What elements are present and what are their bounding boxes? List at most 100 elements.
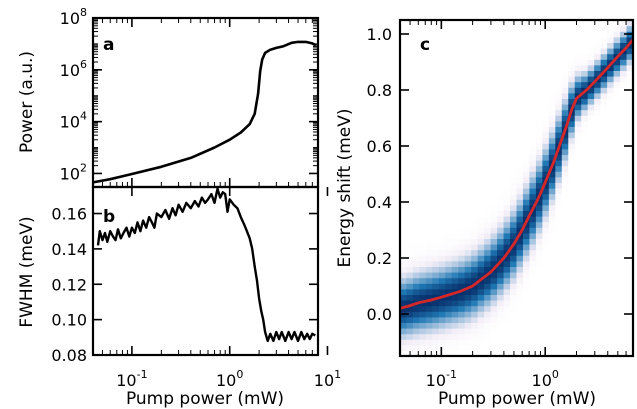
heatmap-cell — [535, 104, 543, 111]
heatmap-cell — [432, 344, 440, 351]
heatmap-cell — [600, 92, 608, 99]
heatmap-cell — [425, 216, 433, 223]
heatmap-cell — [412, 232, 421, 239]
heatmap-cell — [477, 311, 485, 318]
heatmap-cell — [412, 294, 421, 301]
heatmap-cell — [464, 339, 472, 346]
heatmap-cell — [445, 42, 453, 49]
panel-b-ytick-label: 0.08 — [51, 346, 87, 365]
heatmap-cell — [516, 210, 524, 217]
heatmap-cell — [542, 210, 550, 217]
heatmap-cell — [503, 120, 511, 127]
heatmap-cell — [400, 20, 408, 27]
heatmap-cell — [607, 350, 615, 356]
heatmap-cell — [542, 120, 550, 127]
heatmap-cell — [626, 339, 633, 346]
heatmap-cell — [613, 300, 621, 307]
heatmap-cell — [542, 277, 550, 284]
heatmap-cell — [464, 59, 472, 66]
heatmap-cell — [432, 300, 440, 307]
heatmap-cell — [568, 48, 576, 55]
heatmap-cell — [542, 311, 550, 318]
heatmap-cell — [522, 182, 531, 189]
heatmap-cell — [535, 70, 543, 77]
heatmap-cell — [510, 244, 518, 251]
heatmap-cell — [400, 160, 408, 167]
heatmap-cell — [490, 260, 498, 267]
heatmap-cell — [574, 70, 582, 77]
heatmap-cell — [484, 322, 492, 329]
heatmap-cell — [607, 316, 615, 323]
heatmap-cell — [600, 199, 608, 206]
heatmap-cell — [594, 277, 602, 284]
heatmap-cell — [535, 148, 543, 155]
heatmap-cell — [477, 92, 485, 99]
heatmap-cell — [471, 137, 479, 144]
heatmap-cell — [542, 221, 550, 228]
heatmap-cell — [458, 300, 466, 307]
heatmap-cell — [600, 283, 608, 290]
heatmap-cell — [438, 288, 446, 295]
heatmap-cell — [626, 120, 633, 127]
heatmap-cell — [516, 188, 524, 195]
heatmap-cell — [542, 316, 550, 323]
heatmap-cell — [412, 227, 421, 234]
heatmap-cell — [620, 115, 628, 122]
heatmap-cell — [555, 193, 563, 200]
heatmap-cell — [464, 81, 472, 88]
heatmap-cell — [535, 98, 543, 105]
heatmap-cell — [587, 154, 595, 161]
heatmap-cell — [574, 132, 582, 139]
heatmap-cell — [425, 249, 433, 256]
heatmap-cell — [607, 288, 615, 295]
heatmap-cell — [464, 311, 472, 318]
heatmap-cell — [458, 109, 466, 116]
heatmap-cell — [587, 294, 595, 301]
heatmap-cell — [477, 260, 485, 267]
heatmap-cell — [535, 20, 543, 27]
heatmap-cell — [568, 64, 576, 71]
heatmap-cell — [594, 272, 602, 279]
heatmap-cell — [406, 81, 414, 88]
heatmap-cell — [600, 249, 608, 256]
heatmap-cell — [464, 283, 472, 290]
heatmap-cell — [542, 92, 550, 99]
heatmap-cell — [535, 260, 543, 267]
heatmap-cell — [510, 300, 518, 307]
heatmap-cell — [594, 238, 602, 245]
heatmap-cell — [581, 76, 589, 83]
heatmap-cell — [490, 350, 498, 356]
heatmap-cell — [503, 216, 511, 223]
heatmap-cell — [600, 64, 608, 71]
heatmap-cell — [412, 255, 421, 262]
heatmap-cell — [561, 216, 569, 223]
heatmap-cell — [542, 182, 550, 189]
heatmap-cell — [400, 25, 408, 32]
heatmap-cell — [484, 31, 492, 38]
heatmap-cell — [620, 232, 628, 239]
heatmap-cell — [400, 300, 408, 307]
heatmap-cell — [548, 143, 556, 150]
heatmap-cell — [613, 109, 621, 116]
heatmap-cell — [477, 283, 485, 290]
heatmap-cell — [510, 232, 518, 239]
heatmap-cell — [548, 109, 556, 116]
heatmap-cell — [555, 176, 563, 183]
heatmap-cell — [490, 221, 498, 228]
heatmap-cell — [607, 182, 615, 189]
heatmap-cell — [626, 210, 633, 217]
heatmap-cell — [574, 255, 582, 262]
heatmap-cell — [471, 244, 479, 251]
heatmap-cell — [548, 249, 556, 256]
heatmap-cell — [497, 255, 505, 262]
heatmap-cell — [471, 288, 479, 295]
heatmap-cell — [535, 59, 543, 66]
heatmap-cell — [548, 87, 556, 94]
heatmap-cell — [503, 328, 511, 335]
heatmap-cell — [432, 266, 440, 273]
heatmap-cell — [522, 148, 531, 155]
heatmap-cell — [477, 188, 485, 195]
heatmap-cell — [581, 154, 589, 161]
heatmap-cell — [561, 171, 569, 178]
heatmap-cell — [400, 227, 408, 234]
